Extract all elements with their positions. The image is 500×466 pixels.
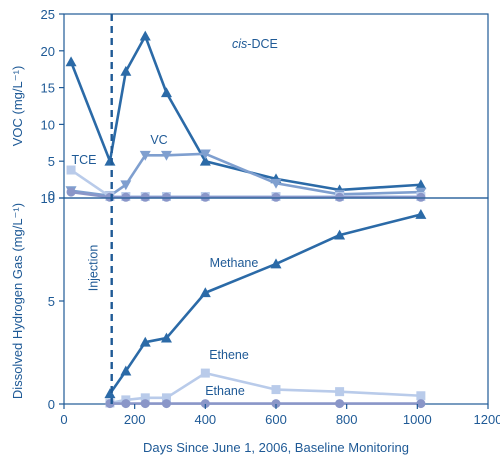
x-tick-label: 1000 bbox=[403, 412, 432, 427]
top-data-point-0 bbox=[199, 155, 211, 166]
bottom-data-point-0 bbox=[270, 258, 282, 269]
top-data-point-3 bbox=[416, 192, 426, 202]
bottom-data-point-2 bbox=[335, 399, 345, 409]
top-data-point-0 bbox=[65, 56, 77, 67]
bottom-y-tick-label: 0 bbox=[48, 397, 55, 412]
injection-label: Injection bbox=[87, 245, 101, 292]
x-tick-label: 1200 bbox=[474, 412, 500, 427]
top-series-line-1 bbox=[70, 152, 421, 198]
bottom-data-point-2 bbox=[200, 399, 210, 409]
top-data-point-1 bbox=[139, 150, 151, 161]
x-axis-label: Days Since June 1, 2006, Baseline Monito… bbox=[143, 440, 409, 455]
bottom-data-point-2 bbox=[140, 399, 150, 409]
bottom-data-point-2 bbox=[105, 399, 115, 409]
top-data-point-3 bbox=[105, 192, 115, 202]
series-label-cis-italic: cis bbox=[232, 37, 247, 51]
bottom-data-point-2 bbox=[161, 399, 171, 409]
top-data-point-3 bbox=[121, 192, 131, 202]
bottom-data-point-1 bbox=[416, 391, 426, 401]
bottom-data-point-0 bbox=[199, 287, 211, 298]
x-tick-label: 800 bbox=[336, 412, 358, 427]
series-label-tce: TCE bbox=[72, 153, 97, 167]
top-y-tick-label: 20 bbox=[41, 44, 55, 59]
top-data-point-3 bbox=[335, 192, 345, 202]
bottom-data-point-2 bbox=[416, 399, 426, 409]
bottom-data-point-0 bbox=[334, 229, 346, 240]
top-data-point-3 bbox=[271, 192, 281, 202]
top-y-tick-label: 5 bbox=[48, 154, 55, 169]
top-y-tick-label: 10 bbox=[41, 117, 55, 132]
top-series-line-0 bbox=[69, 34, 421, 192]
series-label-vc: VC bbox=[150, 133, 167, 147]
bottom-y-tick-label: 5 bbox=[48, 294, 55, 309]
top-data-point-1 bbox=[199, 149, 211, 160]
bottom-y-tick-label: 10 bbox=[41, 191, 55, 206]
series-label-cis-dce: cis-DCE bbox=[232, 37, 278, 51]
top-y-axis-label: VOC (mg/L⁻¹) bbox=[10, 66, 25, 147]
bottom-data-point-1 bbox=[140, 393, 150, 403]
x-tick-label: 0 bbox=[60, 412, 67, 427]
bottom-series-line-1 bbox=[109, 371, 421, 405]
top-data-point-0 bbox=[139, 30, 151, 41]
bottom-y-axis-label: Dissolved Hydrogen Gas (mg/L⁻¹) bbox=[10, 203, 25, 399]
bottom-data-point-1 bbox=[200, 368, 210, 378]
top-data-point-0 bbox=[120, 65, 132, 76]
top-data-point-3 bbox=[66, 187, 76, 197]
bottom-data-point-0 bbox=[139, 336, 151, 347]
top-data-point-1 bbox=[270, 178, 282, 189]
top-data-point-0 bbox=[104, 155, 116, 166]
top-data-point-0 bbox=[415, 179, 427, 190]
bottom-data-point-0 bbox=[415, 208, 427, 219]
top-data-point-2 bbox=[66, 165, 76, 175]
bottom-data-point-1 bbox=[271, 385, 281, 395]
top-y-tick-label-zero: 0 bbox=[48, 188, 55, 203]
bottom-data-point-2 bbox=[121, 399, 131, 409]
series-label-ethene: Ethene bbox=[209, 348, 249, 362]
top-data-point-3 bbox=[200, 192, 210, 202]
x-tick-label: 400 bbox=[194, 412, 216, 427]
top-data-point-1 bbox=[160, 150, 172, 161]
top-data-point-3 bbox=[161, 192, 171, 202]
x-tick-label: 600 bbox=[265, 412, 287, 427]
x-tick-label: 200 bbox=[124, 412, 146, 427]
bottom-series-line-0 bbox=[108, 213, 422, 395]
top-data-point-3 bbox=[140, 192, 150, 202]
series-label-methane: Methane bbox=[210, 256, 259, 270]
bottom-data-point-1 bbox=[161, 393, 171, 403]
bottom-data-point-0 bbox=[160, 332, 172, 343]
top-data-point-1 bbox=[120, 180, 132, 191]
bottom-data-point-0 bbox=[104, 388, 116, 399]
bottom-data-point-0 bbox=[120, 365, 132, 376]
series-label-dce-rest: -DCE bbox=[247, 37, 278, 51]
top-data-point-0 bbox=[160, 87, 172, 98]
bottom-data-point-2 bbox=[271, 399, 281, 409]
series-label-ethane: Ethane bbox=[205, 384, 245, 398]
bottom-data-point-1 bbox=[335, 387, 345, 397]
top-y-tick-label: 25 bbox=[41, 7, 55, 22]
top-y-tick-label: 15 bbox=[41, 81, 55, 96]
